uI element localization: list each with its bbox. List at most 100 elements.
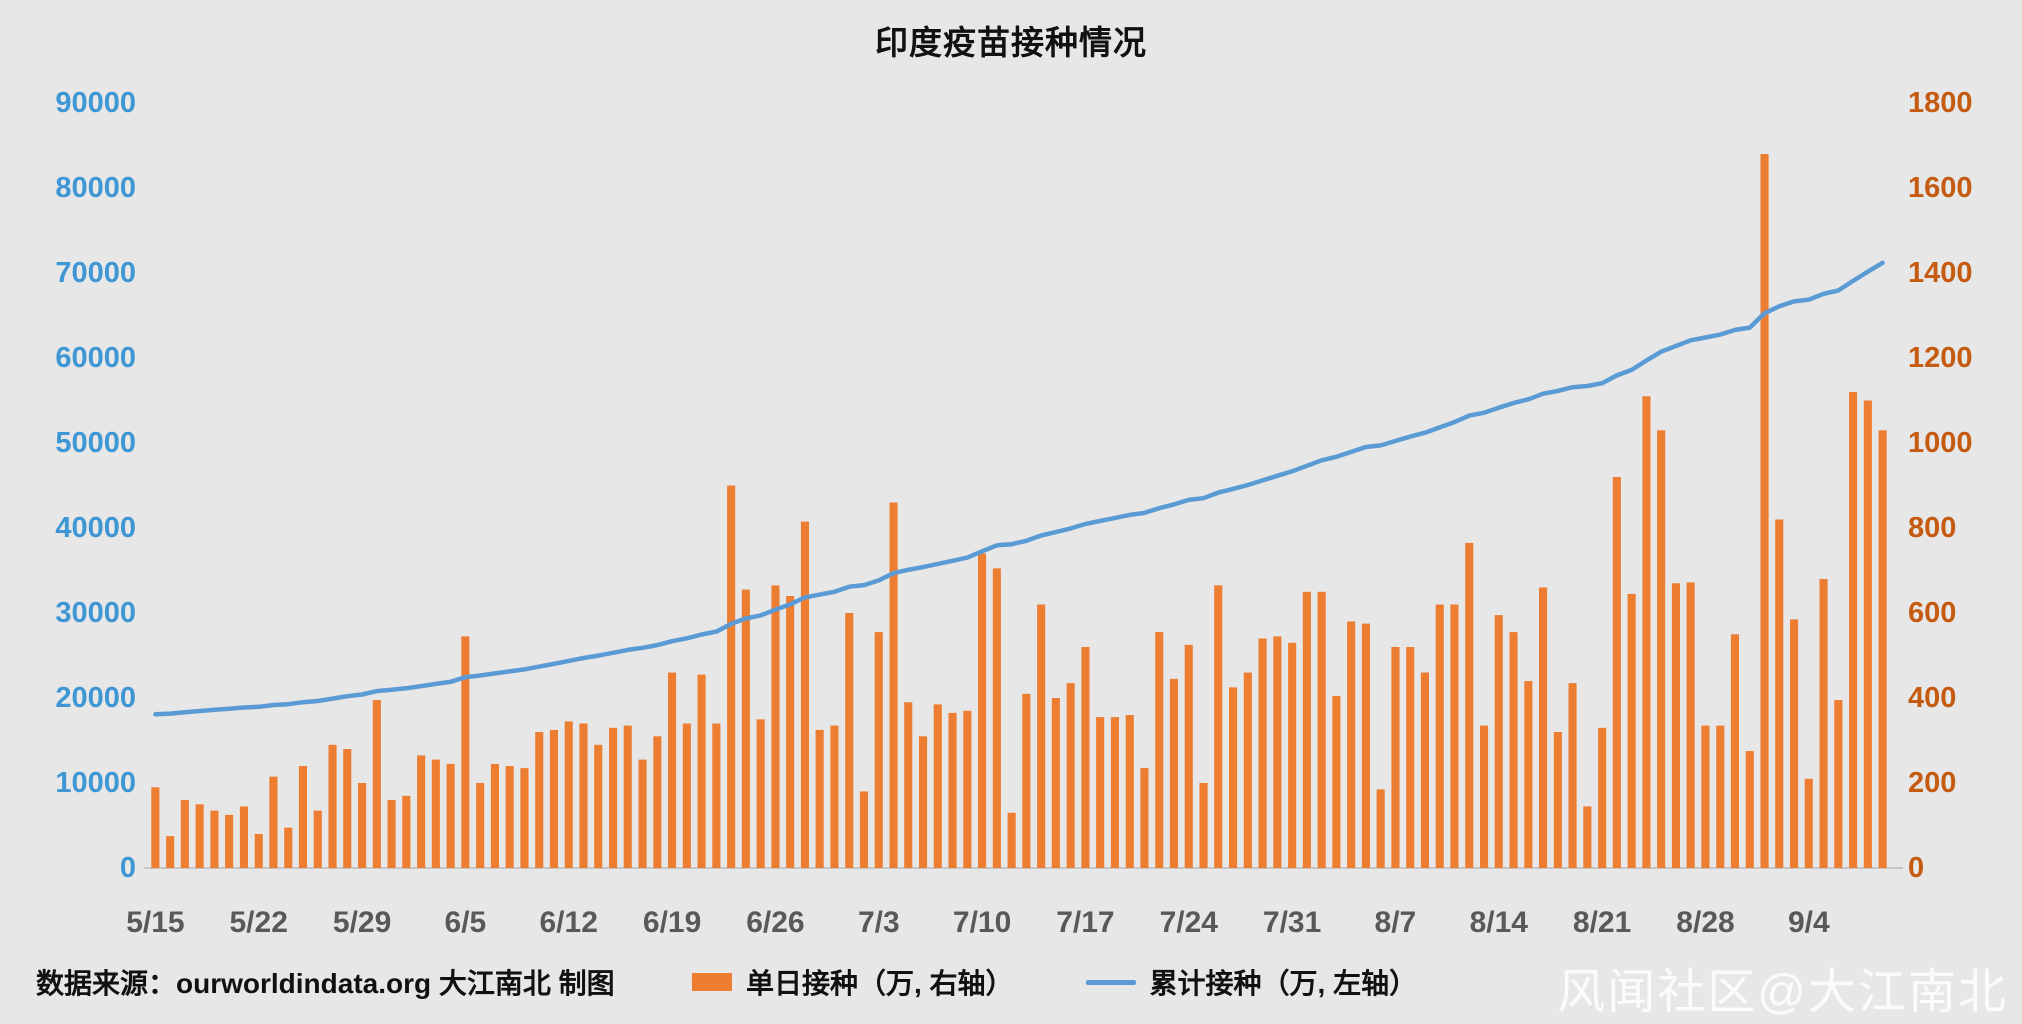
daily-vaccination-bar bbox=[1730, 634, 1739, 869]
x-axis-tick-label: 5/29 bbox=[333, 906, 391, 939]
x-axis-tick-label: 5/15 bbox=[126, 906, 184, 939]
daily-vaccination-bar bbox=[1539, 587, 1548, 868]
daily-vaccination-bar bbox=[1051, 698, 1060, 868]
daily-vaccination-bar bbox=[1450, 604, 1459, 868]
daily-vaccination-bar bbox=[933, 704, 942, 868]
daily-vaccination-bar bbox=[609, 727, 618, 869]
left-axis-tick-label: 70000 bbox=[55, 257, 136, 289]
right-axis-tick-label: 1600 bbox=[1908, 172, 1973, 204]
daily-vaccination-bar bbox=[668, 672, 677, 868]
daily-vaccination-bar bbox=[1834, 700, 1843, 868]
x-axis-tick-label: 6/19 bbox=[643, 906, 701, 939]
daily-vaccination-bar bbox=[180, 800, 189, 868]
daily-vaccination-bar bbox=[505, 766, 514, 868]
daily-vaccination-bar bbox=[1169, 678, 1178, 868]
daily-vaccination-bar bbox=[1760, 154, 1769, 868]
daily-vaccination-bar bbox=[978, 553, 987, 868]
daily-vaccination-bar bbox=[579, 723, 588, 868]
left-axis-tick-label: 30000 bbox=[55, 597, 136, 629]
daily-vaccination-bar bbox=[476, 783, 485, 868]
right-axis-tick-label: 0 bbox=[1908, 852, 1924, 884]
daily-vaccination-bar bbox=[638, 759, 647, 868]
left-axis-tick-label: 10000 bbox=[55, 767, 136, 799]
daily-vaccination-bar bbox=[800, 521, 809, 868]
daily-vaccination-bar bbox=[919, 736, 928, 869]
daily-vaccination-bar bbox=[1657, 430, 1666, 869]
daily-vaccination-bar bbox=[358, 783, 367, 868]
right-axis-tick-label: 1800 bbox=[1908, 87, 1973, 119]
daily-vaccination-bar bbox=[1435, 604, 1444, 868]
daily-vaccination-bar bbox=[1066, 683, 1075, 868]
legend-line-label: 累计接种（万, 左轴） bbox=[1149, 968, 1418, 999]
right-axis-tick-label: 200 bbox=[1908, 767, 1956, 799]
daily-vaccination-bar bbox=[1819, 579, 1828, 868]
left-axis-tick-label: 20000 bbox=[55, 682, 136, 714]
daily-vaccination-bar bbox=[771, 585, 780, 868]
daily-vaccination-bar bbox=[1361, 623, 1370, 868]
daily-vaccination-bar bbox=[328, 744, 337, 869]
data-source-note: 数据来源：ourworldindata.org 大江南北 制图 bbox=[36, 968, 615, 999]
daily-vaccination-bar bbox=[549, 729, 558, 868]
daily-vaccination-bar bbox=[1391, 647, 1400, 868]
x-axis-tick-label: 9/4 bbox=[1788, 906, 1830, 939]
x-axis-tick-label: 7/17 bbox=[1056, 906, 1114, 939]
left-axis-tick-label: 90000 bbox=[55, 87, 136, 119]
legend-item-daily: 单日接种（万, 右轴） bbox=[691, 962, 1014, 1002]
daily-vaccination-bar bbox=[697, 674, 706, 868]
daily-vaccination-bar bbox=[1243, 672, 1252, 868]
daily-vaccination-bar bbox=[1598, 727, 1607, 869]
daily-vaccination-bar bbox=[1524, 681, 1533, 868]
daily-vaccination-bar bbox=[1258, 638, 1267, 868]
daily-vaccination-bar bbox=[874, 632, 883, 868]
daily-vaccination-bar bbox=[210, 810, 219, 868]
daily-vaccination-bar bbox=[653, 736, 662, 869]
daily-vaccination-bar bbox=[284, 827, 293, 868]
legend-line-swatch-icon bbox=[1085, 979, 1136, 985]
daily-vaccination-bar bbox=[682, 723, 691, 868]
daily-vaccination-bar bbox=[845, 613, 854, 868]
daily-vaccination-bar bbox=[1642, 396, 1651, 869]
cumulative-vaccination-line bbox=[153, 260, 1885, 717]
daily-vaccination-bar bbox=[594, 744, 603, 869]
daily-vaccination-bar bbox=[298, 766, 307, 868]
daily-vaccination-bar bbox=[1081, 647, 1090, 868]
daily-vaccination-bar bbox=[1229, 687, 1238, 868]
left-axis-tick-label: 80000 bbox=[55, 172, 136, 204]
daily-vaccination-bar bbox=[1317, 591, 1326, 869]
daily-vaccination-bar bbox=[815, 729, 824, 868]
right-axis-tick-label: 1400 bbox=[1908, 257, 1973, 289]
daily-vaccination-bar bbox=[1347, 621, 1356, 868]
left-axis-tick-label: 60000 bbox=[55, 342, 136, 374]
daily-vaccination-bar bbox=[417, 755, 426, 868]
daily-vaccination-bar bbox=[1007, 812, 1016, 868]
daily-vaccination-bar bbox=[431, 759, 440, 868]
daily-vaccination-bar bbox=[1273, 636, 1282, 868]
daily-vaccination-bar bbox=[343, 749, 352, 868]
daily-vaccination-bar bbox=[1140, 768, 1149, 868]
x-axis-tick-label: 7/31 bbox=[1263, 906, 1321, 939]
right-axis-tick-label: 1000 bbox=[1908, 427, 1973, 459]
daily-vaccination-bar bbox=[1037, 604, 1046, 868]
daily-vaccination-bar bbox=[1420, 672, 1429, 868]
daily-vaccination-bar bbox=[1701, 725, 1710, 868]
daily-vaccination-bar bbox=[313, 810, 322, 868]
daily-vaccination-bar bbox=[963, 710, 972, 869]
daily-vaccination-bar bbox=[1686, 582, 1695, 868]
daily-vaccination-bar bbox=[1775, 519, 1784, 868]
daily-vaccination-bar bbox=[741, 589, 750, 868]
left-axis-tick-label: 40000 bbox=[55, 512, 136, 544]
daily-vaccination-bar bbox=[254, 834, 263, 868]
daily-vaccination-bar bbox=[992, 568, 1001, 868]
daily-vaccination-bar bbox=[520, 768, 529, 868]
daily-vaccination-bar bbox=[1406, 647, 1415, 868]
daily-vaccination-bar bbox=[1288, 642, 1297, 869]
daily-vaccination-bar bbox=[225, 814, 234, 868]
daily-vaccination-bar bbox=[535, 732, 544, 868]
daily-vaccination-bar bbox=[1790, 619, 1799, 868]
daily-vaccination-bar bbox=[1022, 693, 1031, 869]
daily-vaccination-bar bbox=[1465, 542, 1474, 868]
daily-vaccination-bar bbox=[1199, 783, 1208, 868]
daily-vaccination-bar bbox=[1716, 725, 1725, 868]
